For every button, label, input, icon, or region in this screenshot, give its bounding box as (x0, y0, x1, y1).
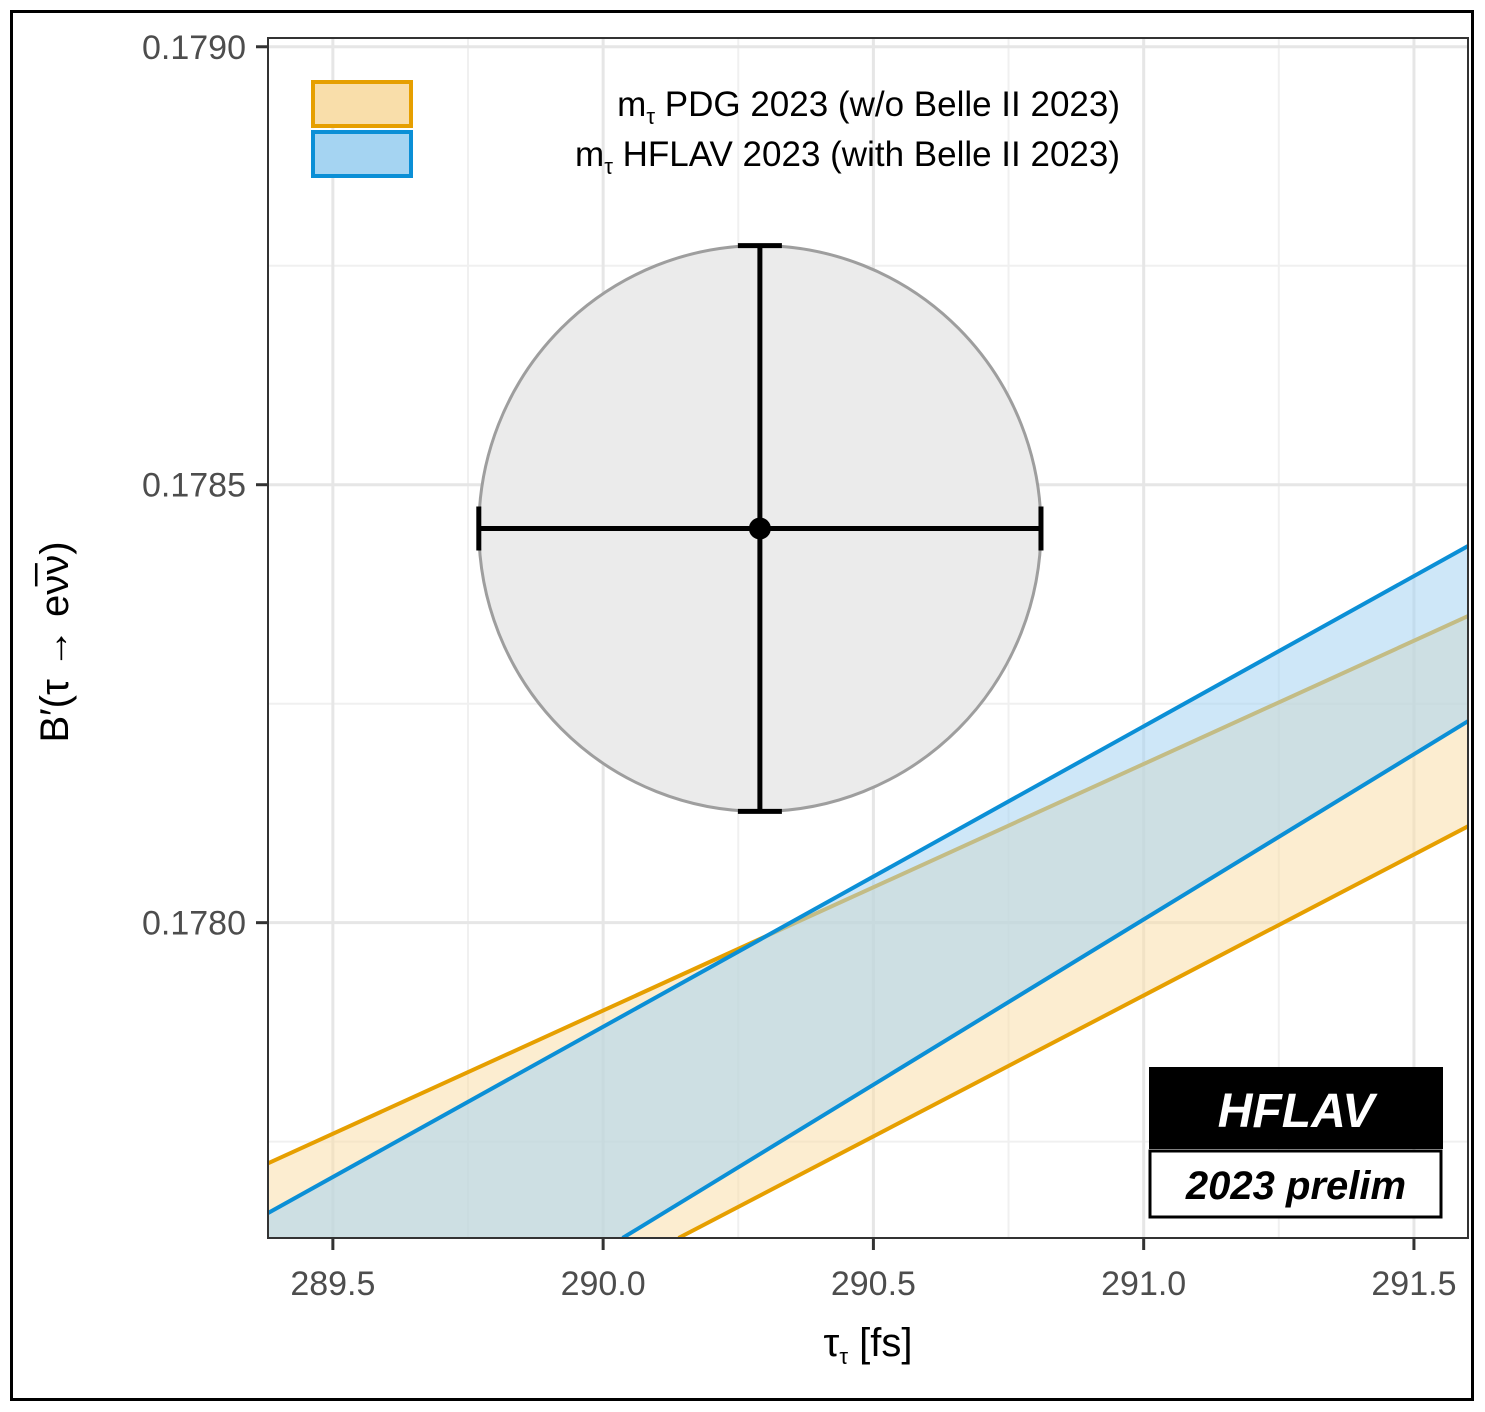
legend-label-1: mτ PDG 2023 (w/o Belle II 2023) (617, 85, 1120, 129)
legend-label-prefix: m (617, 85, 646, 124)
measurement-layer (476, 243, 1044, 814)
legend: mτ PDG 2023 (w/o Belle II 2023)mτ HFLAV … (311, 80, 1120, 179)
legend-label-2: mτ HFLAV 2023 (with Belle II 2023) (575, 135, 1120, 179)
band-lower-edge-1 (677, 824, 1468, 1238)
badge-subtitle: 2023 prelim (1185, 1164, 1406, 1208)
y-axis-title: B′(τ → eν̅ν) (33, 541, 77, 742)
plot-panel-border (267, 37, 1469, 1239)
legend-key-2 (311, 130, 413, 178)
band-lower-edge-2 (621, 719, 1468, 1238)
x-tick-label: 290.0 (561, 1265, 646, 1303)
x-tick-label: 289.5 (290, 1265, 375, 1303)
legend-label-subscript: τ (646, 104, 655, 129)
badge-top-box (1149, 1067, 1443, 1149)
badge-bottom-box (1148, 1149, 1443, 1219)
x-tick-label: 291.5 (1371, 1265, 1456, 1303)
y-tick-label: 0.1790 (142, 29, 246, 67)
x-axis: 289.5 290.0 290.5 291.0 291.5 (290, 1238, 1456, 1303)
hflav-badge: HFLAV 2023 prelim (1148, 1067, 1443, 1219)
legend-label-prefix: m (575, 135, 604, 174)
bands-layer (268, 544, 1468, 1238)
legend-key-1 (311, 80, 413, 128)
badge-title: HFLAV (1218, 1085, 1378, 1138)
legend-label-subscript: τ (604, 154, 613, 179)
legend-label-name: PDG 2023 (w/o Belle II 2023) (655, 85, 1120, 124)
y-axis: 0.1780 0.1785 0.1790 (142, 29, 268, 943)
y-tick-label: 0.1780 (142, 905, 246, 943)
x-tick-label: 290.5 (831, 1265, 916, 1303)
band-upper-edge-2 (268, 544, 1468, 1216)
x-axis-title: ττ [fs] (824, 1321, 913, 1369)
x-tick-label: 291.0 (1101, 1265, 1186, 1303)
central-value-point (748, 517, 771, 540)
band-fill-2 (268, 546, 1468, 1238)
y-tick-label: 0.1785 (142, 467, 246, 505)
legend-label-name: HFLAV 2023 (with Belle II 2023) (613, 135, 1120, 174)
